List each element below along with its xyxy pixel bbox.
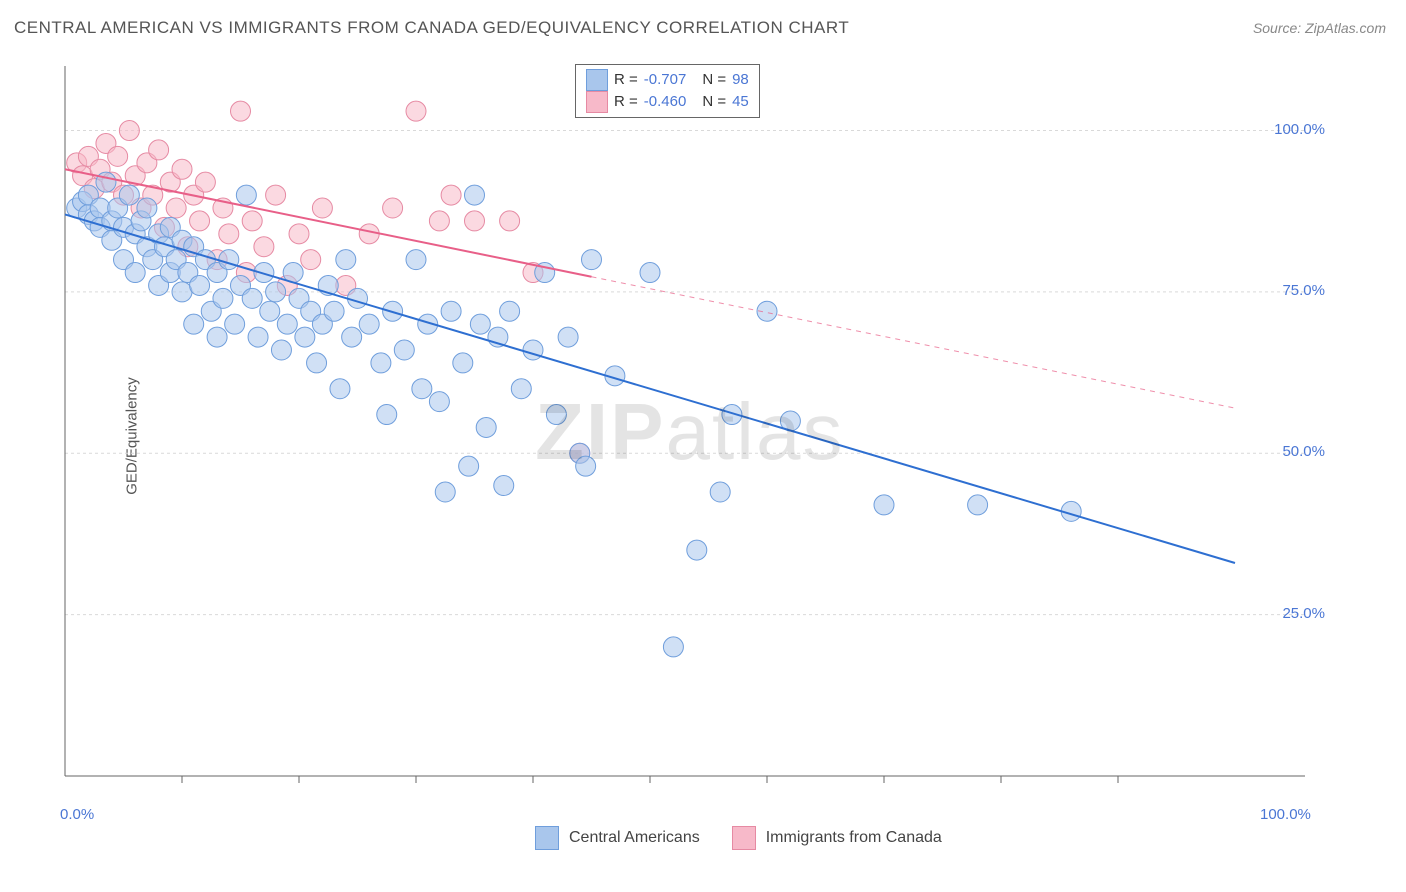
y-tick-label: 75.0% bbox=[1282, 282, 1325, 299]
x-tick-label: 100.0% bbox=[1260, 806, 1311, 823]
series-swatch-icon bbox=[586, 69, 608, 91]
legend-label: Central Americans bbox=[569, 829, 700, 847]
source-prefix: Source: bbox=[1253, 20, 1305, 36]
chart-title: CENTRAL AMERICAN VS IMMIGRANTS FROM CANA… bbox=[14, 18, 849, 38]
y-tick-label: 100.0% bbox=[1274, 121, 1325, 138]
stats-row: R = -0.707 N = 98 bbox=[586, 69, 749, 91]
y-tick-label: 25.0% bbox=[1282, 605, 1325, 622]
stat-r-value: -0.460 bbox=[644, 91, 687, 113]
legend-swatch-icon bbox=[732, 826, 756, 850]
source-name: ZipAtlas.com bbox=[1305, 20, 1386, 36]
stat-n-label: N = bbox=[702, 91, 726, 113]
y-tick-label: 50.0% bbox=[1282, 443, 1325, 460]
series-swatch-icon bbox=[586, 91, 608, 113]
legend-swatch-icon bbox=[535, 826, 559, 850]
x-tick-label: 0.0% bbox=[60, 806, 94, 823]
stat-n-label: N = bbox=[702, 69, 726, 91]
stat-r-value: -0.707 bbox=[644, 69, 687, 91]
legend-label: Immigrants from Canada bbox=[766, 829, 942, 847]
stat-r-label: R = bbox=[614, 69, 638, 91]
source-label: Source: ZipAtlas.com bbox=[1253, 20, 1386, 36]
scatter-chart bbox=[55, 56, 1315, 816]
stat-n-value: 45 bbox=[732, 91, 749, 113]
legend: Central Americans Immigrants from Canada bbox=[535, 826, 964, 850]
stats-row: R = -0.460 N = 45 bbox=[586, 91, 749, 113]
stats-box: R = -0.707 N = 98 R = -0.460 N = 45 bbox=[575, 64, 760, 118]
plot-area: GED/Equivalency R =-0.707N =98R =-0.460N… bbox=[55, 56, 1315, 816]
stat-r-label: R = bbox=[614, 91, 638, 113]
stat-n-value: 98 bbox=[732, 69, 749, 91]
